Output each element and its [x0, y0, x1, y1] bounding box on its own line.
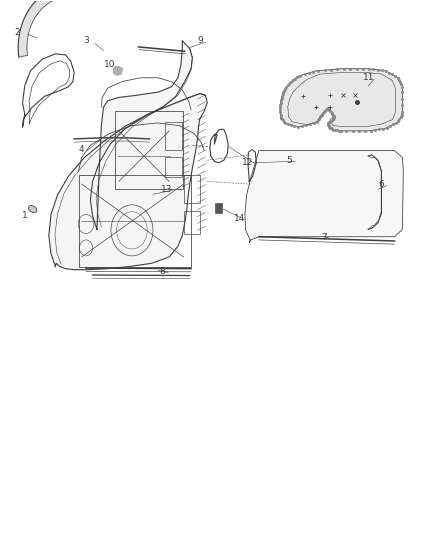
Text: 6: 6	[378, 180, 383, 189]
Text: 14: 14	[233, 214, 244, 223]
Text: 13: 13	[161, 185, 172, 194]
Polygon shape	[49, 94, 207, 270]
Text: 10: 10	[104, 60, 116, 69]
Text: 8: 8	[159, 268, 165, 276]
Polygon shape	[244, 151, 403, 243]
Polygon shape	[18, 0, 62, 57]
Ellipse shape	[28, 206, 37, 213]
Text: 9: 9	[197, 36, 202, 45]
Polygon shape	[113, 67, 122, 75]
Bar	[184, 175, 199, 203]
Text: 5: 5	[286, 156, 292, 165]
Bar	[164, 122, 182, 150]
Text: 3: 3	[83, 36, 89, 45]
Bar	[164, 157, 182, 177]
Text: 1: 1	[22, 212, 28, 221]
Polygon shape	[279, 69, 402, 131]
Bar	[215, 203, 222, 213]
Text: 7: 7	[321, 233, 327, 242]
Text: 11: 11	[362, 73, 373, 82]
Text: 4: 4	[79, 145, 84, 154]
Polygon shape	[90, 41, 192, 229]
Text: 12: 12	[242, 158, 253, 167]
Text: 2: 2	[14, 28, 20, 37]
Bar	[184, 211, 199, 233]
